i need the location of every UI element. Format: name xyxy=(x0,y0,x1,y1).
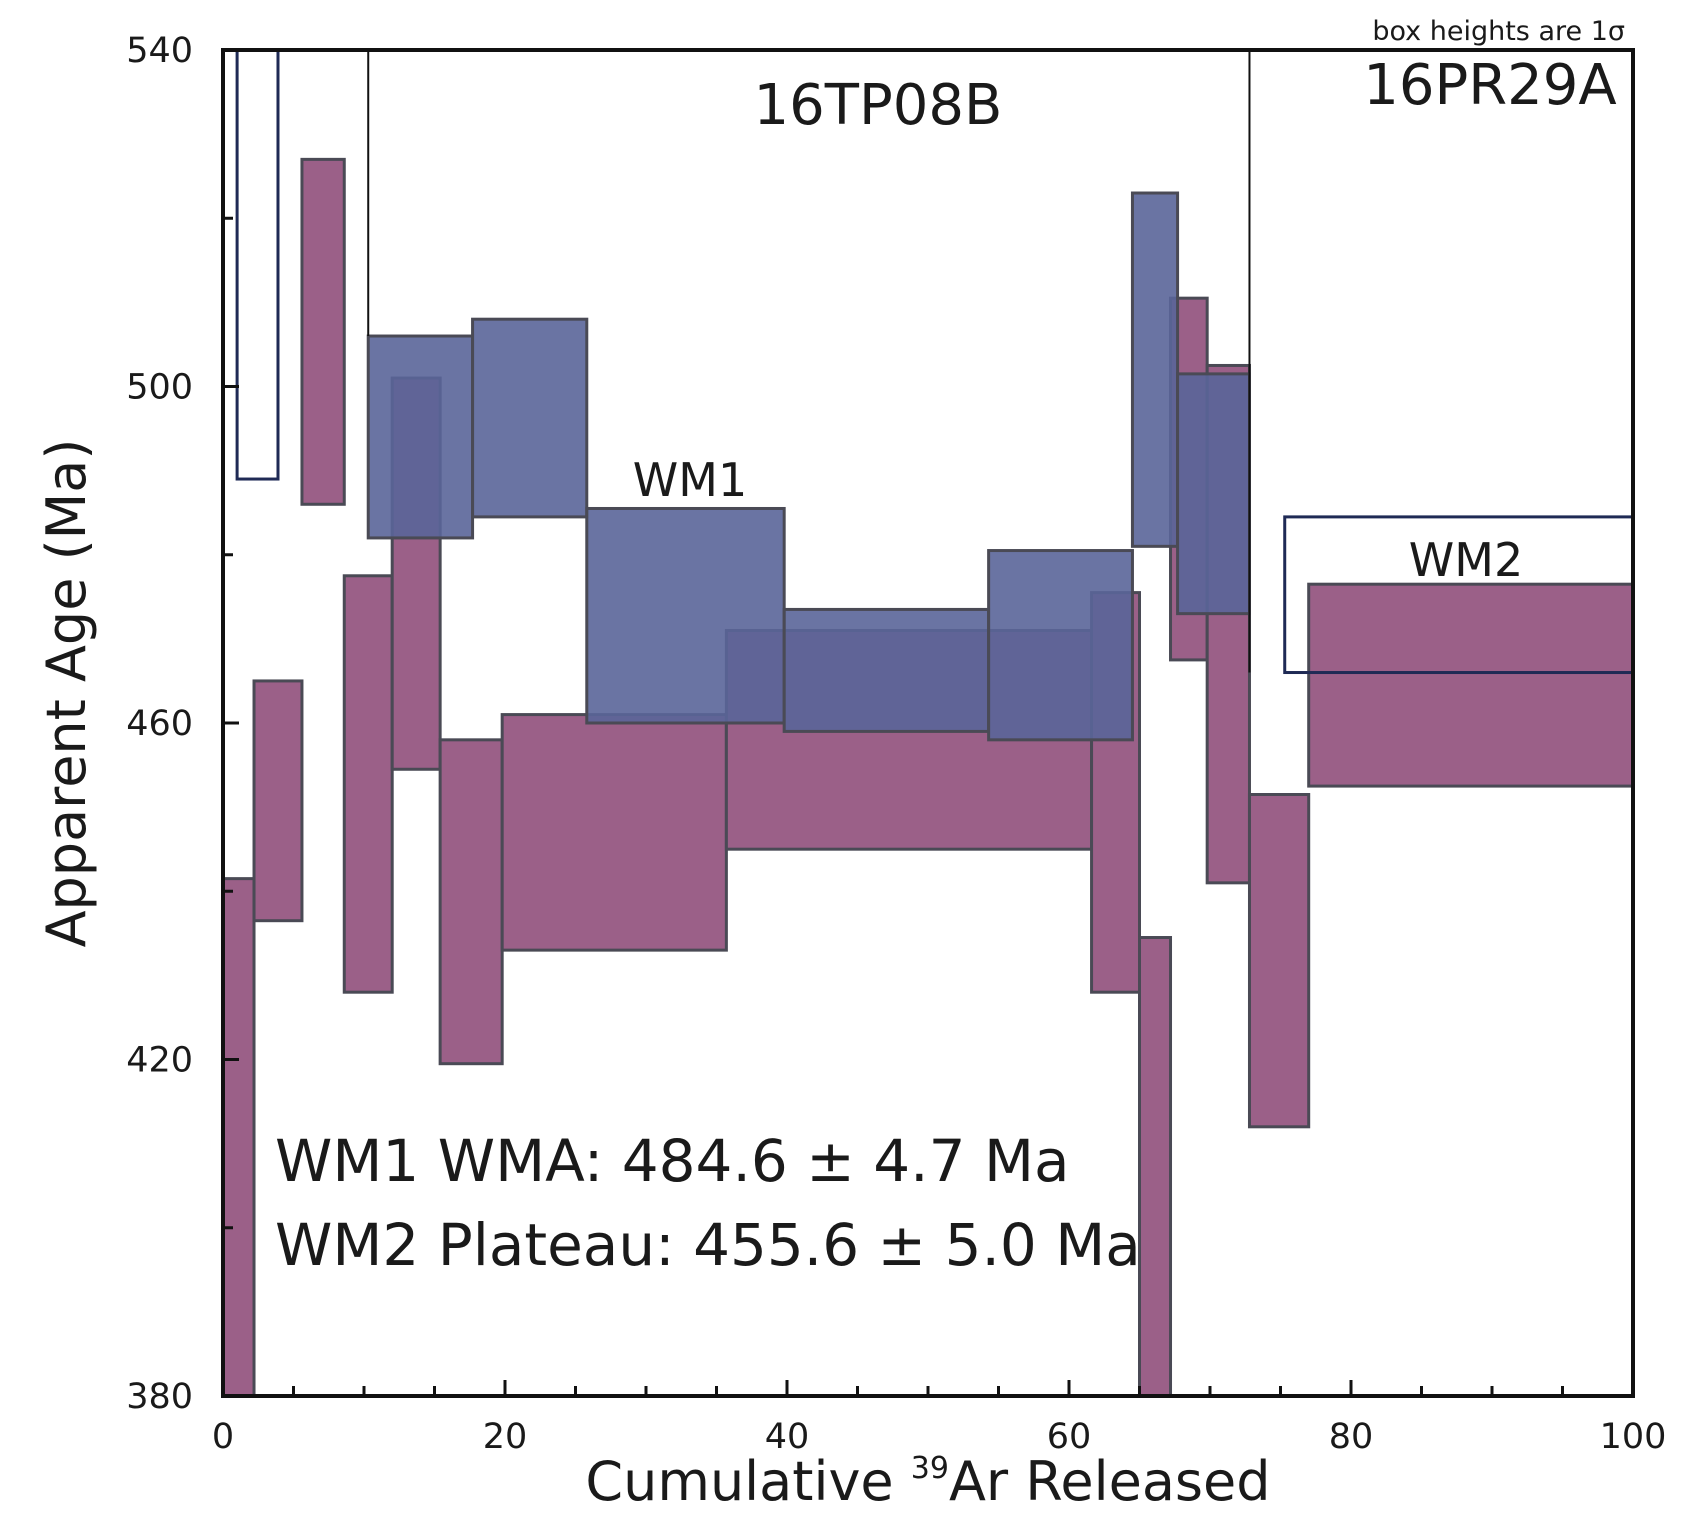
16tp08b-step-3 xyxy=(300,157,346,506)
x-tick-label: 40 xyxy=(765,1417,810,1457)
y-axis-ticks: 380 420 460 500 540 xyxy=(126,31,239,1417)
x-axis-title-superscript: 39 xyxy=(911,1451,949,1486)
x-axis-title-end: Ar Released xyxy=(949,1450,1271,1513)
y-tick-label: 500 xyxy=(126,368,193,408)
sample-divider xyxy=(367,50,1251,673)
sample-label-16tp08b: 16TP08B xyxy=(754,73,1003,138)
x-axis-title-start: Cumulative xyxy=(585,1450,910,1513)
y-tick-label: 380 xyxy=(126,1377,193,1417)
16tp08b-step-10 xyxy=(1138,936,1173,1398)
y-tick-label: 540 xyxy=(126,31,193,71)
y-tick-label: 460 xyxy=(126,704,193,744)
x-axis-ticks: 0 20 40 60 80 100 xyxy=(212,1380,1667,1457)
wm1-step-4 xyxy=(782,607,991,733)
wm1-step-7 xyxy=(1176,372,1251,616)
16tp08b-step-7 xyxy=(500,713,728,952)
wm1-step-5 xyxy=(987,549,1134,742)
wm1-step-3 xyxy=(585,506,786,725)
blue-steps xyxy=(366,191,1251,742)
series-label-wm2: WM2 xyxy=(1409,533,1523,587)
16tp08b-step-1 xyxy=(221,877,256,1398)
x-tick-label: 20 xyxy=(483,1417,528,1457)
16tp08b-step-6 xyxy=(438,738,504,1066)
x-tick-label: 100 xyxy=(1600,1417,1667,1457)
x-tick-label: 60 xyxy=(1047,1417,1092,1457)
16tp08b-step-2 xyxy=(252,679,304,923)
y-axis-title: Apparent Age (Ma) xyxy=(35,439,98,948)
16tp08b-step-4 xyxy=(342,574,394,994)
sample-label-16pr29a: 16PR29A xyxy=(1363,53,1617,118)
open-steps-step-1 xyxy=(235,48,280,481)
16tp08b-step-13 xyxy=(1247,793,1311,1129)
series-label-wm1: WM1 xyxy=(633,453,747,507)
wm1-step-2 xyxy=(471,317,589,519)
box-height-note: box heights are 1σ xyxy=(1372,16,1625,47)
result-wm2-plateau: WM2 Plateau: 455.6 ± 5.0 Ma xyxy=(275,1211,1141,1279)
x-axis-title: Cumulative 39Ar Released xyxy=(585,1450,1270,1513)
x-tick-label: 0 xyxy=(212,1417,234,1457)
x-tick-label: 80 xyxy=(1329,1417,1374,1457)
result-wm1-wma: WM1 WMA: 484.6 ± 4.7 Ma xyxy=(275,1127,1070,1195)
16tp08b-step-14 xyxy=(1307,582,1635,788)
wm1-step-6 xyxy=(1130,191,1180,548)
wm1-step-1 xyxy=(366,334,475,540)
y-tick-label: 420 xyxy=(126,1041,193,1081)
